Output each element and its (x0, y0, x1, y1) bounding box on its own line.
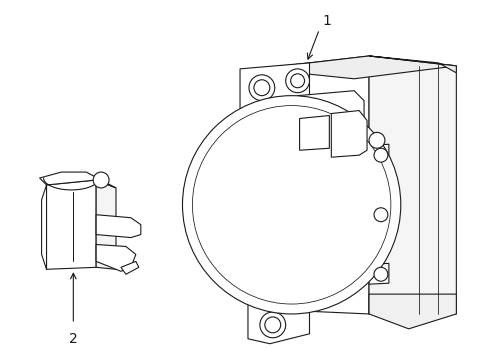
Circle shape (182, 96, 400, 314)
Polygon shape (96, 180, 116, 269)
Circle shape (368, 132, 384, 148)
Circle shape (373, 148, 387, 162)
Polygon shape (121, 261, 139, 274)
Text: 1: 1 (322, 14, 331, 28)
Circle shape (192, 105, 390, 304)
Polygon shape (240, 63, 309, 109)
Circle shape (93, 172, 109, 188)
Polygon shape (96, 215, 141, 238)
Circle shape (253, 80, 269, 96)
Polygon shape (368, 56, 455, 73)
Polygon shape (368, 144, 388, 165)
Circle shape (290, 74, 304, 88)
Polygon shape (257, 56, 455, 79)
Polygon shape (368, 204, 388, 225)
Text: 2: 2 (69, 332, 78, 346)
Circle shape (285, 69, 309, 93)
Polygon shape (96, 244, 136, 271)
Circle shape (248, 75, 274, 100)
Polygon shape (331, 111, 366, 157)
Polygon shape (368, 294, 455, 329)
Polygon shape (247, 289, 309, 344)
Polygon shape (257, 56, 368, 314)
Circle shape (373, 267, 387, 281)
Polygon shape (368, 56, 455, 314)
Polygon shape (368, 264, 388, 284)
Circle shape (264, 317, 280, 333)
Circle shape (259, 312, 285, 338)
Polygon shape (40, 172, 116, 188)
Polygon shape (299, 116, 328, 150)
Polygon shape (289, 96, 353, 158)
Polygon shape (46, 180, 96, 269)
Polygon shape (297, 91, 364, 138)
Circle shape (373, 208, 387, 222)
